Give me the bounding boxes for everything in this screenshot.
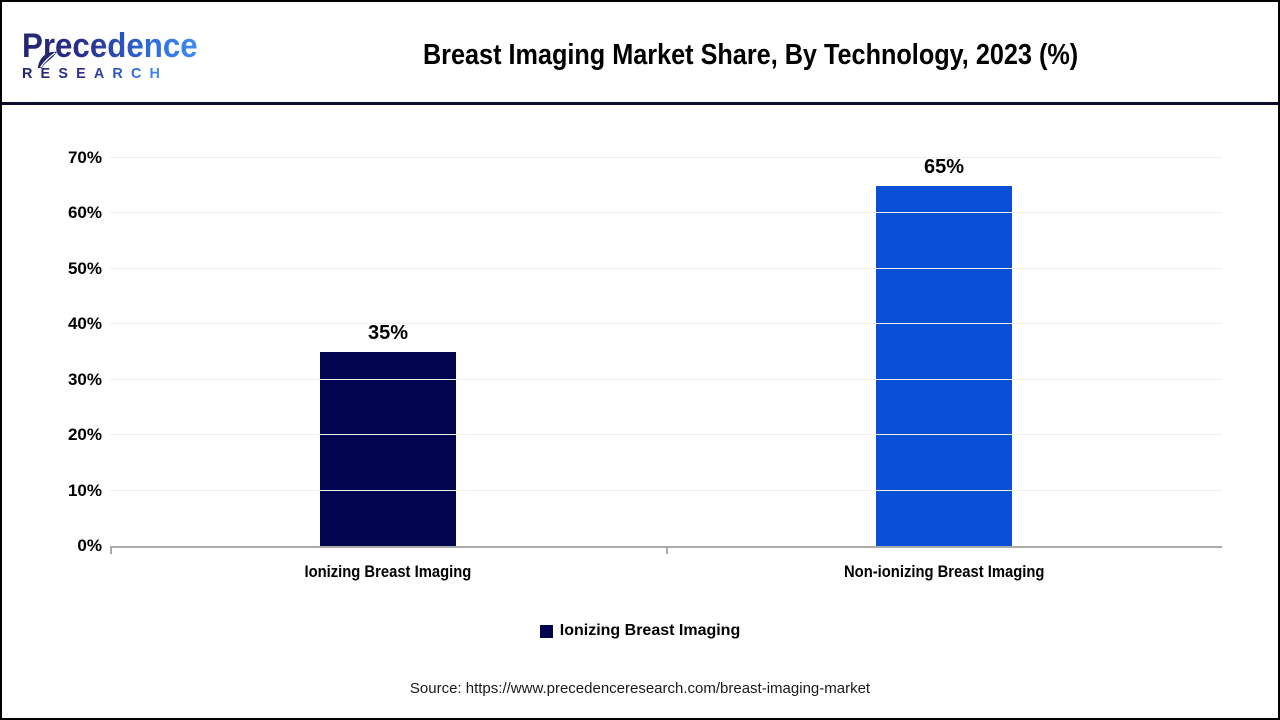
bar-ionizing [320,352,456,546]
logo-sub-text: RESEARCH [22,65,169,82]
x-axis-tick [666,548,668,554]
gridline [110,323,1222,325]
bar-non-ionizing [876,185,1012,546]
y-axis-labels: 0% 10% 20% 30% 40% 50% 60% 70% [32,148,102,555]
gridline [110,157,1222,158]
source-note: Source: https://www.precedenceresearch.c… [409,680,871,697]
legend-label: Ionizing Breast Imaging [559,622,741,639]
y-axis-tick-label: 0% [77,536,102,555]
bar-value-label: 35% [367,322,409,344]
y-axis-tick-label: 20% [67,425,102,445]
y-axis-tick-label: 30% [67,369,102,389]
gridline [110,434,1222,436]
plot-area: 35% 65% [110,155,1222,554]
bar-slot-non-ionizing: 65% [666,155,1222,546]
y-axis-tick-label: 70% [67,148,102,167]
gridline [110,267,1222,269]
gridline [110,212,1222,214]
category-label-non-ionizing: Non-ionizing Breast Imaging [843,562,1045,581]
header: Precedence RESEARCH Breast Imaging Marke… [2,2,1278,105]
y-axis-tick-label: 40% [67,314,102,334]
chart-title: Breast Imaging Market Share, By Technolo… [423,39,1079,71]
category-label-ionizing: Ionizing Breast Imaging [304,562,472,581]
legend: Ionizing Breast Imaging [2,622,1278,640]
bar-slot-ionizing: 35% [110,158,666,546]
x-axis-category-labels: Ionizing Breast Imaging Non-ionizing Bre… [110,562,1222,582]
y-axis-tick-label: 50% [67,258,102,278]
leaf-icon [37,51,57,69]
header-divider [2,102,1278,105]
gridline [110,378,1222,380]
y-axis-tick-label: 10% [67,480,102,500]
gridline [110,489,1222,491]
brand-logo: Precedence RESEARCH [22,28,222,83]
bar-value-label: 65% [923,155,965,178]
x-axis-tick [110,548,112,554]
legend-swatch [539,624,553,638]
y-axis-tick-label: 60% [67,203,102,223]
